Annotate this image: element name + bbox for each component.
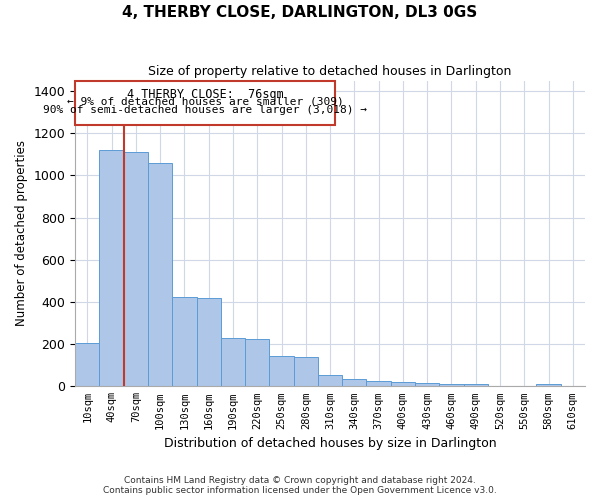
Bar xyxy=(464,384,488,386)
Bar xyxy=(318,374,342,386)
Bar xyxy=(124,152,148,386)
Bar xyxy=(415,383,439,386)
Text: 4 THERBY CLOSE:  76sqm: 4 THERBY CLOSE: 76sqm xyxy=(127,88,283,101)
Bar xyxy=(75,343,100,386)
Bar xyxy=(172,296,197,386)
Y-axis label: Number of detached properties: Number of detached properties xyxy=(15,140,28,326)
Bar xyxy=(536,384,561,386)
Text: 4, THERBY CLOSE, DARLINGTON, DL3 0GS: 4, THERBY CLOSE, DARLINGTON, DL3 0GS xyxy=(122,5,478,20)
X-axis label: Distribution of detached houses by size in Darlington: Distribution of detached houses by size … xyxy=(164,437,496,450)
Bar xyxy=(391,382,415,386)
Bar xyxy=(100,150,124,386)
Text: Contains HM Land Registry data © Crown copyright and database right 2024.
Contai: Contains HM Land Registry data © Crown c… xyxy=(103,476,497,495)
Bar xyxy=(342,379,367,386)
Text: 90% of semi-detached houses are larger (3,018) →: 90% of semi-detached houses are larger (… xyxy=(43,105,367,115)
Bar xyxy=(269,356,293,386)
Bar xyxy=(293,357,318,386)
Bar xyxy=(367,381,391,386)
Bar xyxy=(75,80,335,125)
Bar xyxy=(221,338,245,386)
Bar xyxy=(439,384,464,386)
Bar xyxy=(197,298,221,386)
Title: Size of property relative to detached houses in Darlington: Size of property relative to detached ho… xyxy=(148,65,512,78)
Text: ← 9% of detached houses are smaller (309): ← 9% of detached houses are smaller (309… xyxy=(67,96,343,106)
Bar xyxy=(245,339,269,386)
Bar xyxy=(148,163,172,386)
